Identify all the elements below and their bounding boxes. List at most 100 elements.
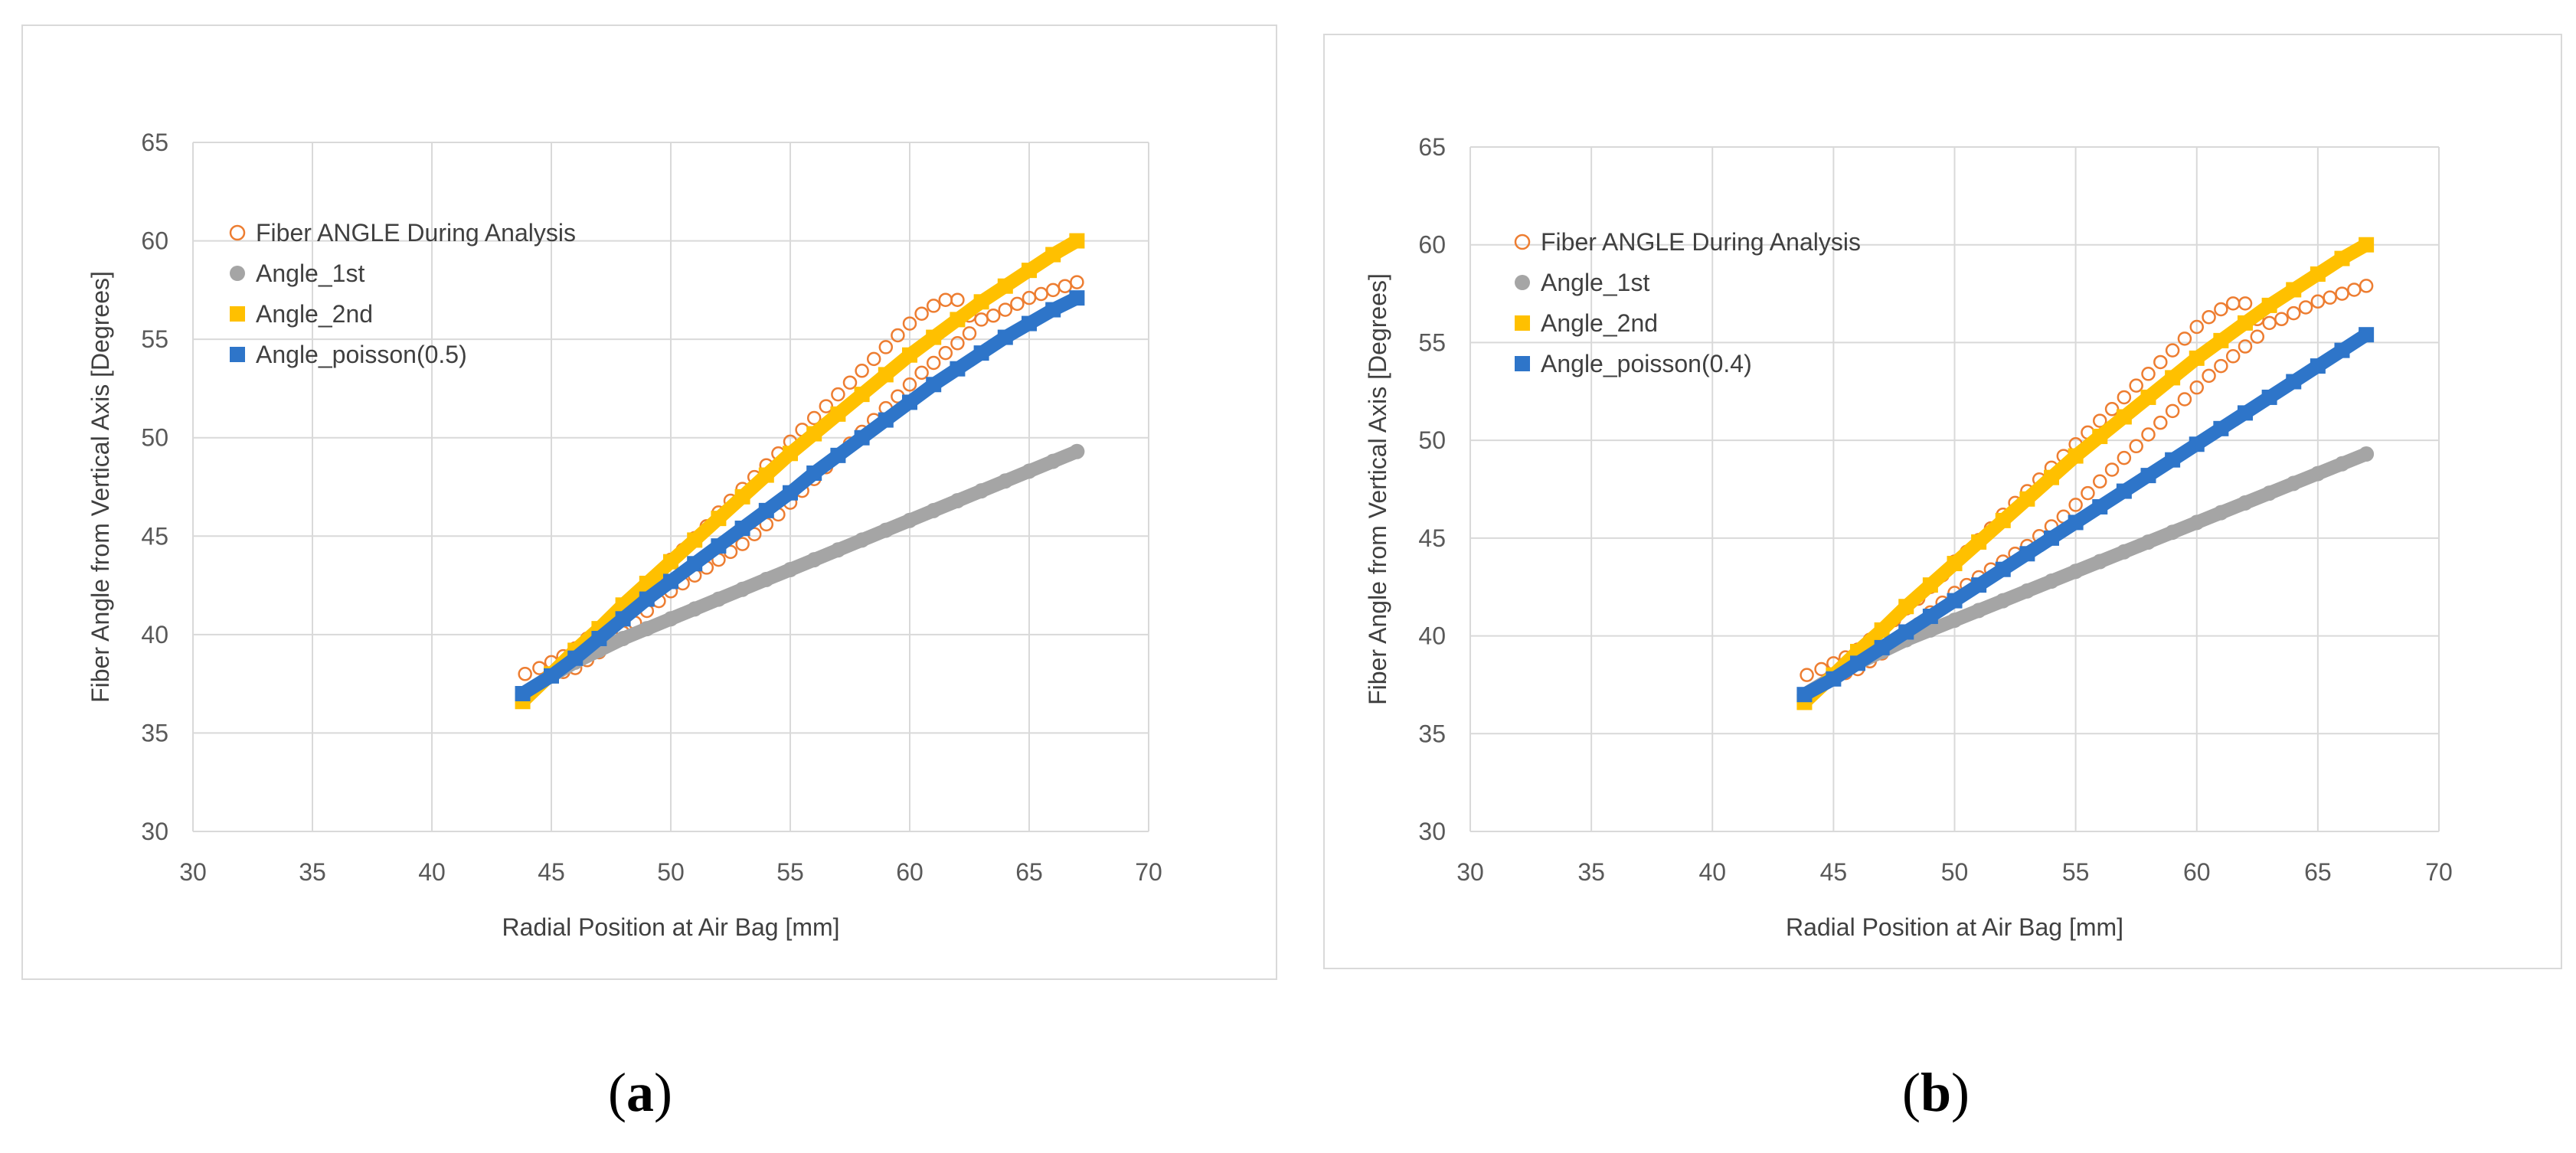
y-tick-label: 30 (141, 818, 168, 845)
data-point (2093, 474, 2107, 489)
series-line (1797, 328, 2374, 702)
data-point (2323, 290, 2337, 305)
data-point (806, 410, 822, 426)
data-point (2359, 279, 2374, 293)
x-tick-label: 70 (2425, 858, 2453, 886)
x-tick-label: 65 (2304, 858, 2332, 886)
data-point (2225, 349, 2241, 364)
data-point (926, 299, 941, 313)
series-2 (1796, 237, 2375, 710)
data-point (842, 375, 858, 390)
y-tick-label: 40 (141, 621, 168, 648)
data-point (950, 336, 965, 351)
data-point (2335, 286, 2349, 301)
series-3 (1796, 327, 2375, 703)
data-point (2165, 403, 2180, 419)
chart-panel-b: 30 35 40 45 50 55 60 65 70 30 35 40 45 50 55 60 65 Radial… (1323, 34, 2562, 969)
chart-a: 30 35 40 45 50 55 60 65 70 30 35 40 45 50 55 60 65 Radial… (87, 129, 1162, 941)
data-point (914, 365, 929, 381)
data-point (2177, 332, 2192, 346)
data-point (2165, 343, 2180, 358)
legend-label: Fiber ANGLE During Analysis (1541, 228, 1861, 256)
legend-marker (1514, 234, 1531, 250)
caption-b: (b) (1902, 1062, 1970, 1123)
data-point (518, 667, 532, 681)
legend-marker (230, 266, 245, 281)
x-tick-label: 35 (1577, 858, 1605, 886)
x-tick-label: 55 (776, 858, 804, 886)
data-point (866, 351, 881, 367)
legend-marker (229, 224, 246, 241)
series-1 (1796, 446, 2375, 703)
data-point (878, 340, 894, 354)
data-point (2141, 427, 2156, 442)
legend-marker (230, 306, 245, 322)
y-tick-label: 55 (141, 325, 168, 353)
y-tick-label: 50 (1418, 426, 1446, 454)
x-tick-label: 30 (179, 858, 207, 886)
legend-label: Angle_poisson(0.5) (256, 341, 467, 368)
legend-label: Angle_1st (256, 260, 364, 287)
data-point (2262, 315, 2277, 331)
data-point (855, 364, 869, 378)
data-point (938, 292, 953, 307)
data-point (1045, 283, 1061, 298)
data-point (998, 302, 1013, 317)
data-point (2202, 309, 2216, 325)
legend-label: Angle_1st (1541, 269, 1649, 296)
y-tick-label: 40 (1418, 622, 1446, 650)
data-point (2068, 498, 2083, 512)
data-point (2189, 319, 2204, 335)
data-point (902, 316, 917, 331)
series-line (1797, 447, 2374, 702)
data-point (2225, 296, 2241, 311)
data-point (2104, 402, 2120, 416)
data-point (986, 309, 1001, 323)
data-point (831, 387, 845, 402)
data-point (2189, 380, 2204, 395)
legend-marker (1515, 315, 1530, 331)
legend-marker (1515, 275, 1530, 290)
x-tick-label: 45 (1820, 858, 1848, 886)
chart-b: 30 35 40 45 50 55 60 65 70 30 35 40 45 50 55 60 65 Radial… (1364, 133, 2453, 941)
legend-label: Fiber ANGLE During Analysis (256, 219, 576, 247)
data-point (2287, 305, 2301, 321)
data-point (2310, 294, 2326, 309)
caption-a: (a) (608, 1062, 672, 1123)
x-tick-label: 65 (1015, 858, 1043, 886)
data-point (2153, 415, 2168, 430)
data-point (2153, 354, 2168, 370)
data-point (2141, 367, 2156, 381)
x-tick-label: 60 (896, 858, 924, 886)
data-point (2177, 392, 2192, 407)
y-tick-label: 55 (1418, 328, 1446, 356)
data-point (2238, 339, 2253, 354)
legend-marker (230, 347, 245, 362)
y-tick-label: 45 (141, 522, 168, 550)
data-point (1010, 296, 1025, 312)
data-point (2129, 439, 2143, 454)
data-point (914, 306, 929, 321)
y-tick-label: 60 (141, 227, 168, 255)
x-tick-label: 70 (1135, 858, 1162, 886)
legend-label: Angle_2nd (1541, 309, 1658, 337)
series-line (515, 444, 1084, 701)
data-point (2238, 296, 2253, 311)
data-point (735, 537, 750, 551)
data-point (926, 355, 941, 371)
legend-label: Angle_2nd (256, 300, 373, 328)
data-point (2274, 312, 2289, 327)
data-point (2202, 368, 2216, 384)
data-point (2117, 390, 2132, 405)
y-axis-title: Fiber Angle from Vertical Axis [Degrees] (87, 271, 114, 703)
x-tick-label: 30 (1456, 858, 1484, 886)
series-line (515, 291, 1084, 701)
data-point (1034, 286, 1048, 302)
y-tick-label: 60 (1418, 231, 1446, 259)
data-point (2117, 450, 2132, 465)
data-point (950, 292, 965, 307)
x-tick-label: 60 (2183, 858, 2211, 886)
data-point (938, 345, 953, 361)
x-tick-label: 55 (2062, 858, 2090, 886)
y-tick-label: 65 (1418, 133, 1446, 161)
